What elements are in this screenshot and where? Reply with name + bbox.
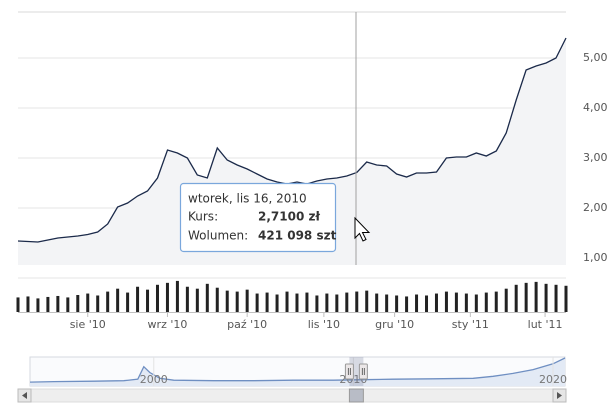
volume-bar: [195, 288, 199, 312]
price-line: [29, 357, 566, 383]
volume-bar: [215, 287, 219, 312]
tooltip: wtorek, lis 16, 2010 Kurs: 2,7100 zł Wolume…: [179, 182, 337, 253]
tooltip-box: [179, 182, 337, 253]
volume-bar: [305, 292, 309, 312]
volume-bar: [225, 290, 229, 312]
y-tick-label: 4,00: [583, 101, 608, 114]
volume-bar: [76, 295, 80, 312]
tooltip-value: 421 098 szt: [258, 229, 337, 243]
mouse-cursor: [354, 216, 371, 242]
volume-bar: [434, 293, 438, 312]
scrollbar-track: [17, 388, 567, 403]
volume-bar: [365, 290, 369, 312]
volume-bar: [375, 293, 379, 312]
x-tick-label: wrz '10: [148, 318, 188, 331]
volume-bar: [56, 295, 60, 312]
volume-bar: [295, 293, 299, 312]
volume-bar: [265, 292, 269, 312]
x-tick-label: lis '10: [308, 318, 340, 331]
x-tick-label: paź '10: [227, 318, 267, 331]
volume-bar: [534, 281, 538, 312]
volume-bar: [155, 284, 159, 312]
y-tick-label: 3,00: [583, 151, 608, 164]
volume-bar: [454, 292, 458, 312]
volume-bar: [245, 289, 249, 312]
volume-bar: [16, 297, 20, 312]
volume-bar: [285, 291, 289, 312]
navigator-label: 2000: [140, 373, 168, 386]
area-fill: [18, 38, 566, 265]
y-tick-label: 1,00: [583, 251, 608, 264]
volume-bar: [36, 298, 40, 312]
volume-bar: [544, 283, 548, 312]
tooltip-value: 2,7100 zł: [258, 210, 320, 224]
volume-bar: [385, 294, 389, 312]
volume-bar: [315, 295, 319, 312]
volume-bar: [26, 296, 30, 312]
volume-bar: [554, 284, 558, 312]
volume-bar: [474, 294, 478, 312]
arrow-left: [22, 392, 27, 399]
volume-bar: [564, 285, 568, 312]
volume-bar: [185, 286, 189, 312]
volume-bar: [514, 284, 518, 312]
volume-bar: [46, 296, 50, 312]
volume-bar: [444, 291, 448, 312]
volume-bar: [325, 293, 329, 312]
x-tick-label: sty '11: [452, 318, 489, 331]
volume-bar: [235, 291, 239, 312]
y-tick-label: 2,00: [583, 201, 608, 214]
navigator-handle: [344, 363, 354, 380]
volume-bar: [524, 282, 528, 312]
volume-bar: [86, 293, 90, 312]
volume-bar: [136, 286, 140, 312]
volume-bar: [395, 295, 399, 312]
volume-bar: [126, 292, 130, 312]
volume-bar: [255, 293, 259, 312]
volume-bar: [205, 283, 209, 312]
volume-bar: [175, 280, 179, 312]
volume-bar: [96, 295, 100, 312]
volume-bar: [504, 288, 508, 312]
tooltip-date: wtorek, lis 16, 2010: [188, 192, 307, 206]
y-tick-label: 5,00: [583, 51, 608, 64]
volume-bar: [146, 289, 150, 312]
navigator-handle: [358, 363, 368, 380]
tooltip-label: Kurs:: [188, 210, 218, 224]
volume-bar: [106, 291, 110, 312]
arrow-right: [557, 392, 562, 399]
volume-bar: [464, 293, 468, 312]
volume-bar: [355, 291, 359, 312]
volume-bar: [165, 282, 169, 312]
x-tick-label: lut '11: [528, 318, 563, 331]
navigator-label: 2020: [539, 373, 567, 386]
x-tick-label: gru '10: [375, 318, 414, 331]
volume-bar: [345, 292, 349, 312]
volume-bar: [335, 294, 339, 312]
scrollbar-thumb: [348, 388, 364, 403]
volume-bar: [66, 297, 70, 312]
tooltip-label: Wolumen:: [188, 229, 248, 243]
volume-bar: [494, 291, 498, 312]
volume-bar: [405, 296, 409, 312]
volume-bar: [484, 292, 488, 312]
volume-bar: [275, 294, 279, 312]
volume-bar: [116, 288, 120, 312]
volume-bar: [425, 295, 429, 312]
volume-bar: [415, 294, 419, 312]
x-tick-label: sie '10: [70, 318, 106, 331]
